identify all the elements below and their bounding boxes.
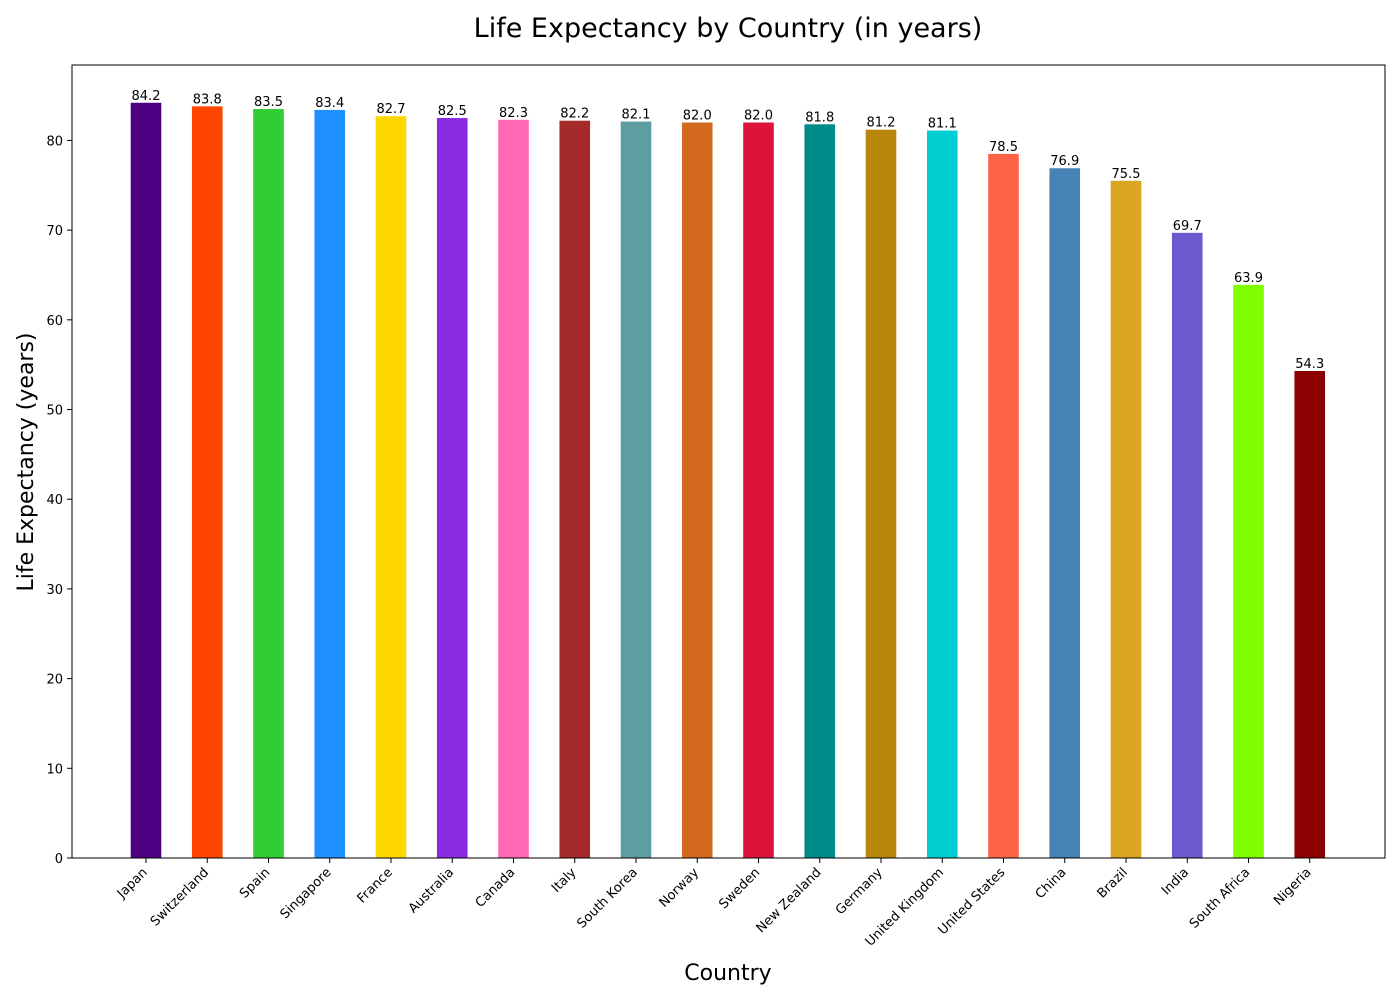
- bar: [743, 122, 774, 858]
- x-tick-label: China: [1033, 865, 1070, 902]
- y-tick-label: 30: [46, 583, 63, 598]
- bar: [681, 122, 713, 858]
- x-tick-label: Nigeria: [1271, 865, 1314, 908]
- data-label: 82.0: [683, 108, 712, 123]
- data-label: 81.2: [867, 116, 896, 131]
- data-label: 54.3: [1295, 357, 1324, 372]
- chart-title: Life Expectancy by Country (in years): [474, 13, 983, 44]
- bar: [253, 109, 284, 859]
- y-tick-label: 80: [46, 134, 63, 149]
- bar: [1110, 180, 1142, 859]
- y-tick-label: 0: [55, 852, 63, 867]
- bar: [1049, 168, 1081, 858]
- y-axis: 0 10 20 30 40 50 60 70 80: [46, 134, 72, 867]
- x-tick-label: New Zealand: [754, 865, 825, 936]
- y-tick-label: 70: [46, 224, 63, 239]
- y-tick-label: 50: [46, 404, 63, 419]
- x-tick-label: Germany: [833, 865, 886, 918]
- x-tick-label: Norway: [657, 865, 703, 911]
- data-label: 63.9: [1234, 271, 1263, 286]
- data-label: 75.5: [1112, 167, 1141, 182]
- data-label: 82.5: [438, 104, 467, 119]
- data-label: 83.5: [254, 95, 283, 110]
- bar: [1294, 370, 1326, 858]
- bar: [314, 109, 346, 858]
- x-tick-label: Italy: [549, 865, 580, 896]
- bar: [436, 118, 468, 858]
- data-label: 82.7: [377, 102, 406, 117]
- y-axis-label: Life Expectancy (years): [14, 332, 39, 591]
- data-label: 82.2: [560, 107, 589, 122]
- data-label: 83.8: [193, 92, 222, 107]
- x-tick-label: Sweden: [716, 865, 763, 912]
- data-label: 78.5: [989, 140, 1018, 155]
- bar: [988, 153, 1019, 858]
- bar: [559, 120, 591, 858]
- x-tick-label: Switzerland: [148, 865, 212, 929]
- x-tick-label: Singapore: [278, 865, 335, 922]
- y-tick-label: 60: [46, 314, 63, 329]
- bar: [926, 130, 958, 859]
- bar: [804, 124, 836, 858]
- data-label: 82.0: [744, 108, 773, 123]
- x-tick-label: France: [355, 865, 396, 906]
- bar: [130, 102, 162, 858]
- data-label: 82.1: [622, 108, 651, 123]
- y-tick-label: 10: [46, 762, 63, 777]
- bar: [1233, 284, 1264, 858]
- plot-frame: [71, 64, 1386, 859]
- x-tick-label: India: [1159, 865, 1192, 898]
- x-tick-label: Japan: [114, 865, 151, 902]
- y-tick-label: 20: [46, 673, 63, 688]
- x-tick-label: South Africa: [1187, 865, 1253, 931]
- bar: [191, 106, 223, 858]
- x-tick-label: South Korea: [575, 865, 641, 931]
- bar: [498, 119, 529, 859]
- y-tick-label: 40: [46, 493, 63, 508]
- x-axis-label: Country: [684, 961, 771, 986]
- data-label: 84.2: [132, 89, 161, 104]
- data-label: 82.3: [499, 106, 528, 121]
- x-tick-label: Brazil: [1095, 865, 1131, 901]
- data-label: 83.4: [315, 96, 344, 111]
- x-tick-label: Australia: [406, 865, 457, 916]
- bar: [1171, 232, 1203, 858]
- bar: [375, 116, 407, 859]
- bars: 84.2 83.8 83.5 83.4 82.7 82.5 82.3 82.2 82.1 82.0…: [130, 89, 1326, 859]
- data-label: 81.1: [928, 117, 957, 132]
- x-tick-label: Spain: [237, 865, 273, 901]
- x-tick-label: Canada: [473, 865, 519, 911]
- bar: [865, 129, 897, 858]
- data-label: 76.9: [1050, 154, 1079, 169]
- data-label: 69.7: [1173, 219, 1202, 234]
- data-label: 81.8: [805, 110, 834, 125]
- bar: [620, 121, 652, 858]
